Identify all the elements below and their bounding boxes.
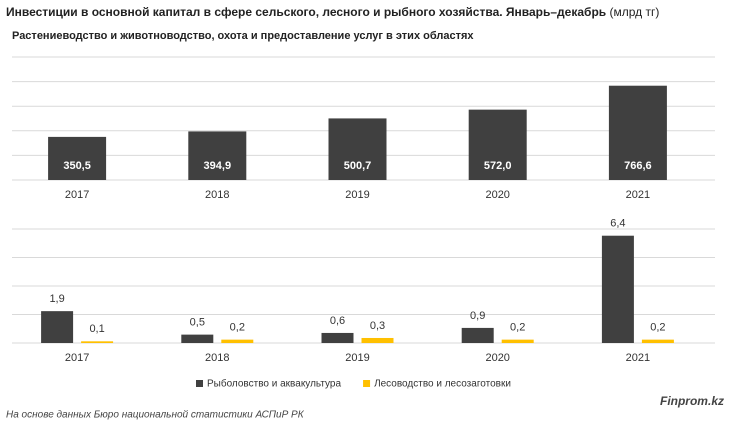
- x-tick-label: 2021: [626, 189, 650, 201]
- value-label: 0,5: [190, 317, 205, 329]
- x-tick-label: 2021: [626, 352, 650, 364]
- x-tick-label: 2019: [345, 189, 369, 201]
- value-label: 572,0: [484, 160, 512, 172]
- bar: [461, 327, 494, 343]
- bar: [468, 109, 527, 180]
- value-label: 0,3: [370, 320, 385, 332]
- value-label: 0,2: [510, 322, 525, 334]
- legend-label: Рыболовство и аквакультура: [207, 378, 341, 390]
- value-label: 766,6: [624, 160, 652, 172]
- x-tick-label: 2020: [485, 189, 509, 201]
- x-tick-label: 2017: [65, 352, 89, 364]
- bar: [361, 337, 394, 343]
- x-tick-label: 2018: [205, 189, 229, 201]
- x-tick-label: 2018: [205, 352, 229, 364]
- chart-subtitle: Растениеводство и животноводство, охота …: [12, 30, 474, 42]
- bar: [501, 339, 534, 343]
- value-label: 500,7: [344, 160, 372, 172]
- value-label: 350,5: [63, 160, 91, 172]
- brand: Finprom.kz: [660, 394, 724, 408]
- value-label: 6,4: [610, 218, 625, 230]
- bar: [608, 85, 667, 180]
- x-tick-label: 2019: [345, 352, 369, 364]
- bar: [328, 118, 387, 180]
- legend-swatch: [363, 380, 371, 387]
- page-title: Инвестиции в основной капитал в сфере се…: [6, 5, 659, 19]
- bar: [601, 235, 634, 343]
- legend-swatch: [196, 380, 203, 387]
- value-label: 394,9: [204, 160, 232, 172]
- bar: [221, 339, 254, 343]
- value-label: 0,1: [89, 323, 104, 335]
- bar: [81, 341, 114, 343]
- bar: [321, 332, 354, 343]
- value-label: 1,9: [49, 293, 64, 305]
- value-label: 0,2: [230, 322, 245, 334]
- title-text: Инвестиции в основной капитал в сфере се…: [6, 5, 606, 19]
- value-label: 0,9: [470, 310, 485, 322]
- bar: [188, 131, 247, 180]
- title-unit: (млрд тг): [610, 5, 660, 19]
- legend-label: Лесоводство и лесозаготовки: [374, 379, 511, 390]
- value-label: 0,6: [330, 315, 345, 327]
- bar: [641, 339, 674, 343]
- x-tick-label: 2017: [65, 189, 89, 201]
- value-label: 0,2: [650, 322, 665, 334]
- bar: [48, 136, 107, 180]
- bar: [181, 334, 214, 343]
- x-tick-label: 2020: [485, 352, 509, 364]
- bar: [41, 311, 74, 343]
- source: На основе данных Бюро национальной стати…: [6, 410, 305, 421]
